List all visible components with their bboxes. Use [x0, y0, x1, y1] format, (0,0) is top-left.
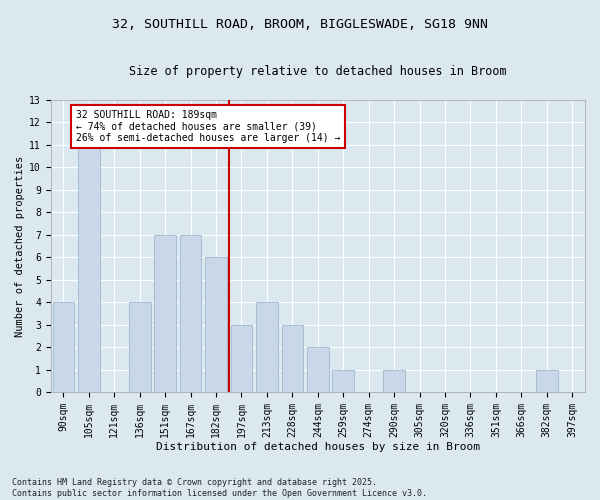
Bar	[332, 370, 354, 392]
Bar	[129, 302, 151, 392]
Bar	[307, 347, 329, 392]
Bar	[180, 235, 202, 392]
Bar	[230, 324, 252, 392]
Bar	[536, 370, 557, 392]
Bar	[205, 257, 227, 392]
Bar	[383, 370, 405, 392]
Bar	[256, 302, 278, 392]
X-axis label: Distribution of detached houses by size in Broom: Distribution of detached houses by size …	[156, 442, 480, 452]
Y-axis label: Number of detached properties: Number of detached properties	[15, 156, 25, 336]
Bar	[281, 324, 303, 392]
Text: Contains HM Land Registry data © Crown copyright and database right 2025.
Contai: Contains HM Land Registry data © Crown c…	[12, 478, 427, 498]
Text: 32 SOUTHILL ROAD: 189sqm
← 74% of detached houses are smaller (39)
26% of semi-d: 32 SOUTHILL ROAD: 189sqm ← 74% of detach…	[76, 110, 340, 144]
Text: 32, SOUTHILL ROAD, BROOM, BIGGLESWADE, SG18 9NN: 32, SOUTHILL ROAD, BROOM, BIGGLESWADE, S…	[112, 18, 488, 30]
Bar	[154, 235, 176, 392]
Title: Size of property relative to detached houses in Broom: Size of property relative to detached ho…	[129, 65, 506, 78]
Bar	[78, 145, 100, 392]
Bar	[53, 302, 74, 392]
